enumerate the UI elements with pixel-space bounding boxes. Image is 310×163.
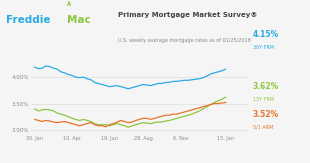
Text: Primary Mortgage Market Survey®: Primary Mortgage Market Survey® (118, 12, 257, 18)
Text: 30Y FRM: 30Y FRM (253, 45, 274, 50)
Text: Mac: Mac (67, 15, 91, 25)
Text: ∧: ∧ (66, 0, 72, 8)
Text: 4.15%: 4.15% (253, 30, 279, 39)
Text: 3.52%: 3.52% (253, 110, 279, 119)
Text: 3.62%: 3.62% (253, 82, 279, 91)
Text: 5/1 ARM: 5/1 ARM (253, 125, 273, 130)
Text: 15Y FRM: 15Y FRM (253, 97, 274, 102)
Text: Freddie: Freddie (6, 15, 51, 25)
Text: U.S. weekly average mortgage rates as of 01/25/2018: U.S. weekly average mortgage rates as of… (118, 38, 250, 43)
